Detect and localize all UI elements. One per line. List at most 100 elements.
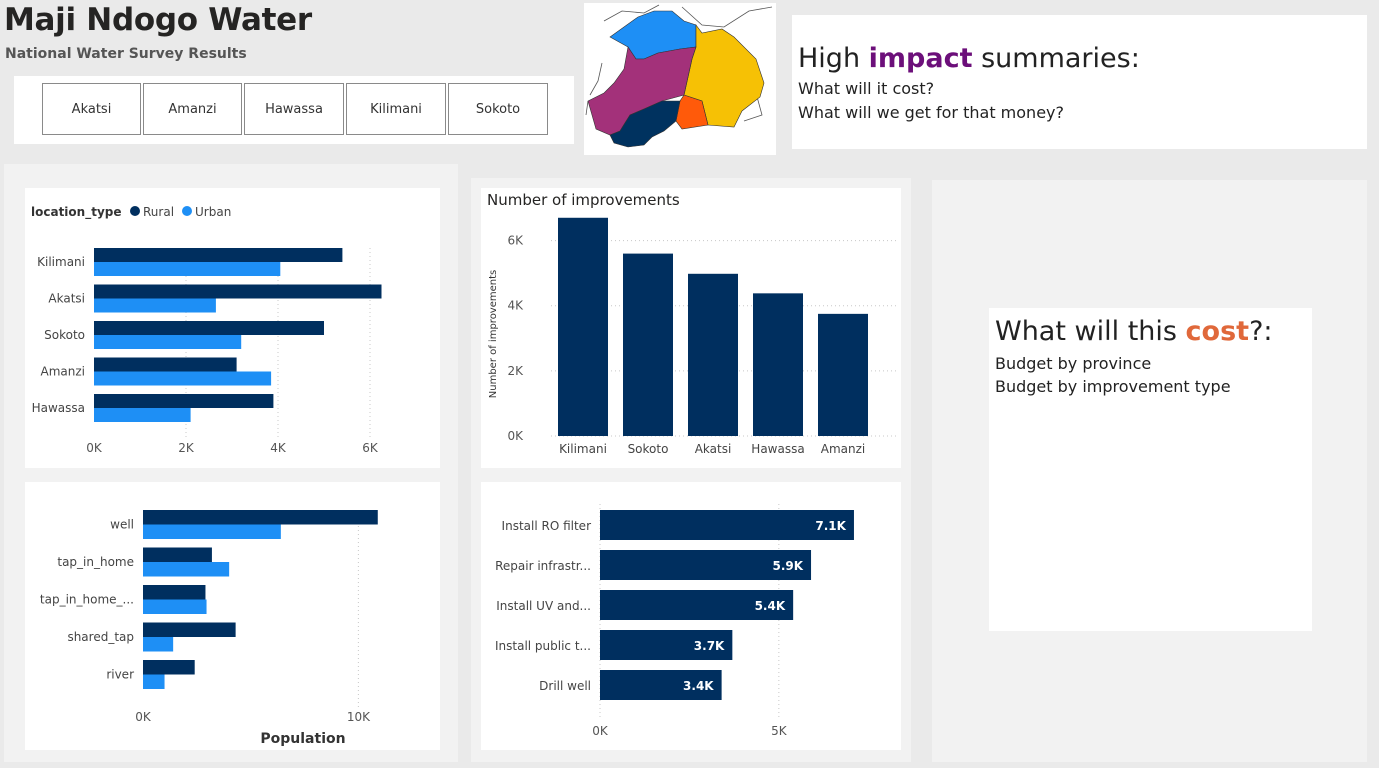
population-chart-card[interactable]: 0K 10K well tap_in_home tap_in_home_... share… [25,482,440,750]
cost-summary-line-1: Budget by province [995,354,1152,373]
y-tick-label: 6K [507,234,524,248]
population-chart[interactable]: 0K 10K well tap_in_home tap_in_home_...share… [25,482,440,750]
data-label: 5.4K [755,599,786,613]
impact-heading-text: High [798,43,869,74]
data-label: 3.7K [694,639,725,653]
category-label: shared_tap [67,630,134,644]
location-type-chart[interactable]: location_type Rural Urban 0K 2K 4K 6K Kilimani A… [25,188,440,468]
category-label: Akatsi [48,292,85,306]
category-label: Akatsi [695,442,732,456]
category-label: Repair infrastr... [495,559,591,573]
impact-heading-accent: impact [868,43,973,74]
bar-urban-akatsi[interactable] [94,298,216,313]
improvements-chart[interactable]: Number of improvements Number of improvem… [481,188,901,468]
x-tick-label: 10K [347,710,371,724]
category-label: Install public t... [495,639,591,653]
bar-rural-amanzi[interactable] [94,357,237,372]
y-tick-label: 2K [507,364,524,378]
bar-urban-tap-in-home[interactable] [143,599,207,615]
category-label: well [110,518,134,532]
category-label: Amanzi [821,442,866,456]
bar-rural-hawassa[interactable] [94,394,274,408]
bar-urban-amanzi[interactable] [94,371,272,386]
slicer-button-amanzi[interactable]: Amanzi [143,83,242,135]
bar-amanzi[interactable] [818,313,868,436]
bar-install-ro-filter[interactable] [600,510,854,540]
slicer-button-kilimani[interactable]: Kilimani [346,83,446,135]
page-title: Maji Ndogo Water [4,2,312,38]
bar-rural-akatsi[interactable] [94,284,382,299]
y-axis-title: Number of improvements [488,270,499,398]
cost-heading-suffix: ?: [1249,316,1273,347]
category-label: Hawassa [751,442,804,456]
map-region-navy[interactable] [609,100,681,148]
impact-heading-suffix: summaries: [972,43,1140,74]
map-graphic [585,4,773,148]
slicer-button-sokoto[interactable]: Sokoto [448,83,548,135]
category-label: Sokoto [628,442,669,456]
category-label: river [106,668,134,682]
x-tick-label: 2K [178,441,195,455]
bar-drill-well[interactable] [600,670,722,700]
impact-summary-card: High impact summaries: What will it cost… [792,15,1367,149]
cost-summary-line-2: Budget by improvement type [995,377,1231,396]
category-label: Install UV and... [496,599,591,613]
location-type-chart-card[interactable]: location_type Rural Urban 0K 2K 4K 6K Kilimani A… [25,188,440,468]
bar-urban-shared-tap[interactable] [143,637,174,652]
bar-urban-well[interactable] [143,524,281,540]
bar-hawassa[interactable] [753,293,803,436]
cost-heading-text: What will this [995,316,1186,347]
bar-rural-well[interactable] [143,510,378,525]
legend-rural-marker [130,206,140,216]
data-label: 7.1K [815,519,846,533]
province-map[interactable] [584,3,776,155]
map-border-line [603,4,773,122]
impact-summary-line-1: What will it cost? [798,79,935,98]
bar-rural-sokoto[interactable] [94,321,324,335]
category-label: tap_in_home_... [40,593,134,607]
category-label: Kilimani [37,255,85,269]
bar-urban-hawassa[interactable] [94,408,191,422]
bar-urban-river[interactable] [143,674,165,690]
bar-kilimani[interactable] [558,217,608,436]
bar-rural-kilimani[interactable] [94,248,343,262]
legend-rural-label: Rural [143,205,174,219]
bar-akatsi[interactable] [688,273,738,436]
x-axis-title: Population [260,731,345,747]
cost-summary-heading: What will this cost?: [995,316,1273,347]
y-tick-label: 4K [507,299,524,313]
bar-urban-sokoto[interactable] [94,335,242,349]
bar-rural-tap-in-home[interactable] [143,585,206,600]
bar-urban-kilimani[interactable] [94,262,281,276]
map-border-line [585,62,603,116]
page-subtitle: National Water Survey Results [5,46,247,62]
x-tick-label: 0K [135,710,152,724]
x-tick-label: 4K [270,441,287,455]
y-tick-label: 0K [507,429,524,443]
bar-repair-infrastr[interactable] [600,550,812,580]
bar-rural-tap-in-home[interactable] [143,547,212,563]
data-label: 5.9K [772,559,803,573]
chart-title: Number of improvements [487,191,680,209]
category-label: Kilimani [559,442,607,456]
bar-rural-shared-tap[interactable] [143,622,236,638]
bar-rural-river[interactable] [143,660,195,675]
legend-urban-label: Urban [195,205,231,219]
improvement-types-chart-card[interactable]: 0K 5K 7.1K Install RO filter 5.9K Repair infr… [481,482,901,750]
bar-urban-tap-in-home[interactable] [143,562,230,577]
cost-summary-card: What will this cost?: Budget by province… [989,308,1312,631]
category-label: Amanzi [41,365,86,379]
bar-install-public-t[interactable] [600,630,733,660]
bar-sokoto[interactable] [623,253,673,436]
x-tick-label: 6K [362,441,379,455]
bar-install-uv-and[interactable] [600,590,794,620]
slicer-button-akatsi[interactable]: Akatsi [42,83,141,135]
x-tick-label: 5K [771,724,788,738]
cost-heading-accent: cost [1185,316,1250,347]
slicer-button-hawassa[interactable]: Hawassa [244,83,344,135]
improvement-types-chart[interactable]: 0K 5K 7.1K Install RO filter 5.9K Repair infr… [481,482,901,750]
category-label: Sokoto [44,328,85,342]
impact-summary-line-2: What will we get for that money? [798,103,1064,122]
category-label: Drill well [539,679,591,693]
improvements-chart-card[interactable]: Number of improvements Number of improvem… [481,188,901,468]
